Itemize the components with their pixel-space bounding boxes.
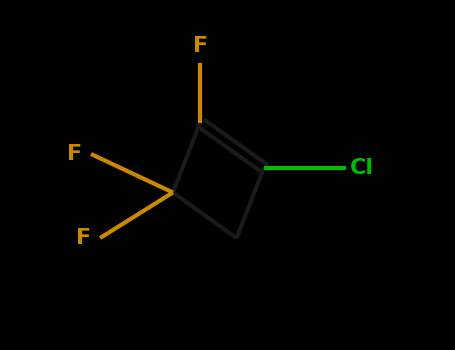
- Text: Cl: Cl: [350, 158, 374, 178]
- Text: F: F: [67, 144, 82, 164]
- Text: F: F: [192, 36, 208, 56]
- Text: F: F: [76, 228, 91, 248]
